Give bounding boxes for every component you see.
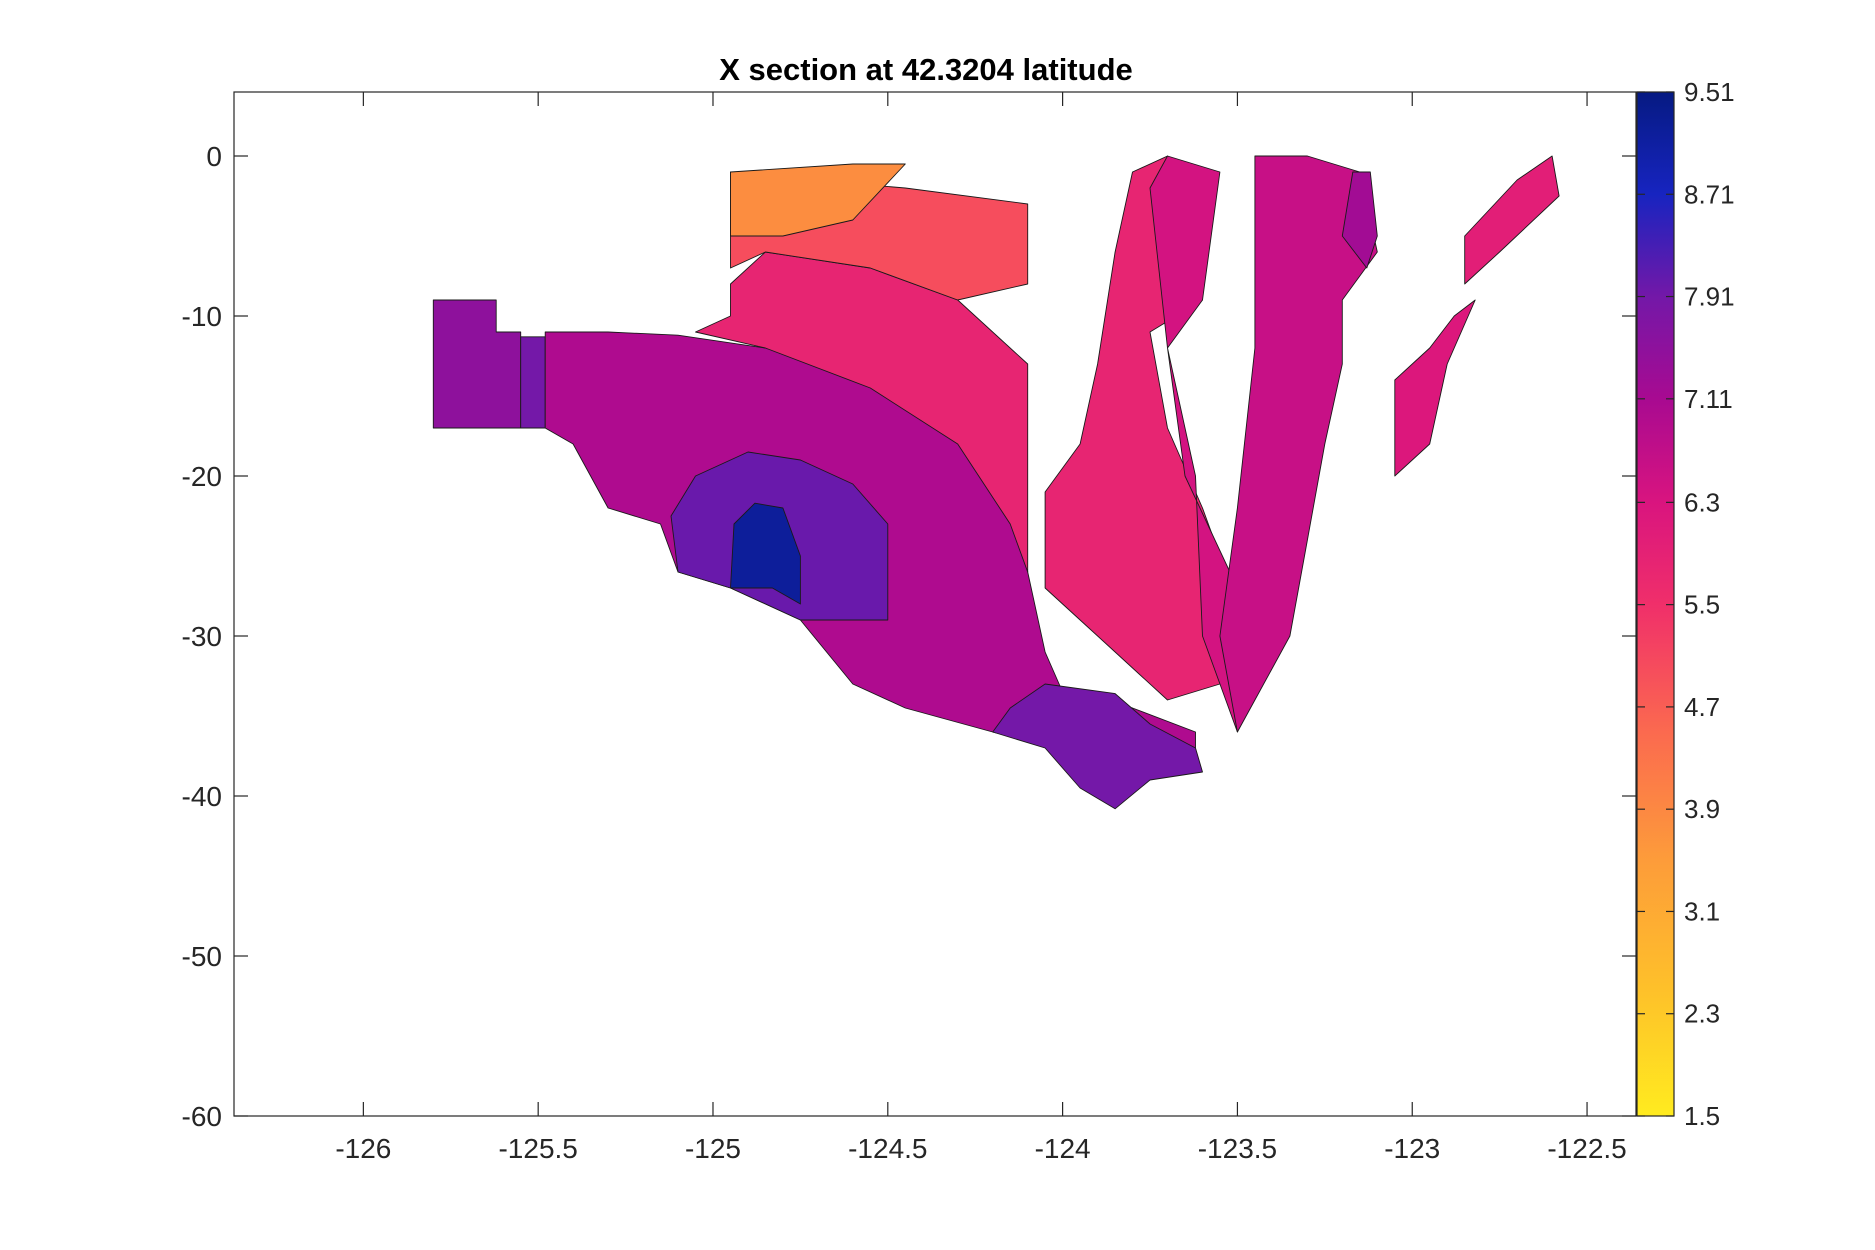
colorbar: 9.51 8.71 7.91 7.11 6.3 5.5 4.7 3.9 3.1 2.3 1.5 <box>1636 77 1735 1131</box>
colorbar-tick-label: 9.51 <box>1684 77 1735 107</box>
x-tick-label: -126 <box>335 1133 391 1164</box>
x-tick-label: -125.5 <box>498 1133 577 1164</box>
y-tick-label: -10 <box>182 301 222 332</box>
colorbar-gradient <box>1637 92 1674 1116</box>
y-tick-label: 0 <box>206 141 222 172</box>
colorbar-tick-label: 7.11 <box>1684 384 1733 414</box>
x-tick-label: -124 <box>1035 1133 1091 1164</box>
x-tick-label: -123.5 <box>1198 1133 1277 1164</box>
contour-region-west-deep <box>520 336 546 429</box>
plot-area: -126 -125.5 -125 -124.5 -124 -123.5 -123 -122.5… <box>182 91 1637 1164</box>
colorbar-tick-label: 6.3 <box>1684 487 1720 517</box>
contour-region-east-strip-1 <box>1394 299 1476 477</box>
y-tick-label: -20 <box>182 461 222 492</box>
contour-region-east-strip-2 <box>1464 155 1560 285</box>
x-tick-label: -123 <box>1384 1133 1440 1164</box>
x-axis: -126 -125.5 -125 -124.5 -124 -123.5 -123 -122.5 <box>335 92 1627 1164</box>
colorbar-tick-label: 4.7 <box>1684 692 1720 722</box>
colorbar-tick-label: 3.1 <box>1684 896 1720 926</box>
contour-region-east-core <box>1341 171 1378 269</box>
colorbar-tick-label: 5.5 <box>1684 590 1720 620</box>
x-tick-label: -124.5 <box>848 1133 927 1164</box>
y-tick-label: -40 <box>182 781 222 812</box>
y-tick-label: -50 <box>182 941 222 972</box>
colorbar-ticks: 9.51 8.71 7.91 7.11 6.3 5.5 4.7 3.9 3.1 2.3 1.5 <box>1637 77 1735 1131</box>
y-tick-label: -60 <box>182 1101 222 1132</box>
y-axis: 0 -10 -20 -30 -40 -50 -60 <box>182 141 1636 1132</box>
contour-region-lower-slope <box>992 683 1203 810</box>
axes-box <box>233 91 1637 1117</box>
contour-region-deep-max <box>730 502 801 605</box>
y-tick-label: -30 <box>182 621 222 652</box>
colorbar-tick-label: 8.71 <box>1684 179 1735 209</box>
colorbar-frame <box>1636 91 1675 1117</box>
colorbar-tick-label: 7.91 <box>1684 282 1735 312</box>
colorbar-tick-label: 1.5 <box>1684 1101 1720 1131</box>
chart-title: X section at 42.3204 latitude <box>719 52 1133 87</box>
colorbar-tick-label: 3.9 <box>1684 794 1720 824</box>
contour-region-west-shelf <box>432 299 522 429</box>
x-tick-label: -122.5 <box>1547 1133 1626 1164</box>
contour-region-surface-warm <box>730 163 906 237</box>
contour-regions <box>432 155 1560 810</box>
x-tick-label: -125 <box>685 1133 741 1164</box>
colorbar-tick-label: 2.3 <box>1684 999 1720 1029</box>
